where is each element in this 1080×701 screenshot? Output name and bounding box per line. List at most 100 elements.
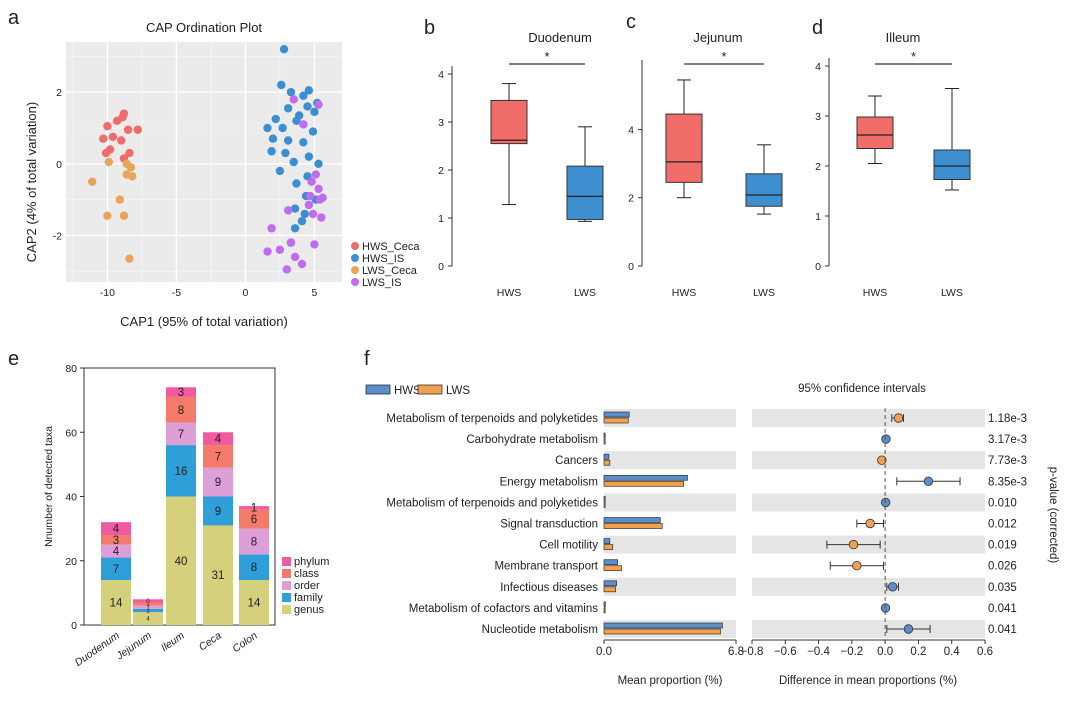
bar-segment-order bbox=[133, 605, 163, 609]
data-point-hws_is bbox=[292, 116, 301, 126]
segment-label: 9 bbox=[215, 506, 221, 518]
bar-segment-genus bbox=[239, 580, 269, 625]
data-point-hws_is bbox=[283, 104, 293, 113]
legend-label: order bbox=[294, 580, 320, 592]
segment-label: 7 bbox=[113, 564, 119, 576]
panel-label-c: c bbox=[626, 11, 636, 33]
x-category-label: Ileum bbox=[159, 629, 187, 654]
data-point-lws_ceca bbox=[128, 172, 137, 181]
bar-segment-family bbox=[166, 445, 196, 497]
x-tick-label: -10 bbox=[100, 287, 115, 299]
x-category-label: LWS bbox=[574, 287, 596, 299]
x-tick-label: −0.6 bbox=[774, 646, 797, 658]
bar-lws bbox=[603, 480, 684, 487]
data-point-lws_is bbox=[314, 184, 323, 194]
p-value: 3.17e-3 bbox=[988, 434, 1027, 446]
data-point-lws_is bbox=[306, 191, 315, 201]
y-tick-label: 1 bbox=[815, 211, 821, 223]
x-tick-label: 5 bbox=[311, 287, 317, 299]
bar-hws bbox=[603, 432, 606, 439]
panel-b: b Duodenum 0 1 2 3 4 HWS LWS * bbox=[424, 17, 604, 299]
pathway-label: Signal transduction bbox=[500, 519, 598, 531]
row-band bbox=[752, 620, 985, 638]
pvalue-axis-label: p-value (corrected) bbox=[1047, 467, 1059, 564]
p-value: 0.035 bbox=[988, 582, 1017, 594]
x-category-label: HWS bbox=[863, 287, 888, 299]
p-value: 8.35e-3 bbox=[988, 476, 1027, 488]
pathway-label: Metabolism of terpenoids and polyketides bbox=[386, 497, 598, 509]
x-category-label: Colon bbox=[230, 630, 259, 656]
data-point-lws_ceca bbox=[125, 254, 134, 263]
segment-label: 31 bbox=[212, 570, 225, 582]
data-point-hws_is bbox=[314, 159, 323, 168]
bar-lws bbox=[603, 607, 606, 614]
data-point-hws_is bbox=[299, 91, 308, 100]
segment-label: 7 bbox=[215, 451, 221, 463]
bar-lws bbox=[603, 586, 616, 593]
y-tick-label: 4 bbox=[438, 69, 444, 81]
bar-segment-class bbox=[101, 535, 131, 545]
y-tick-label: 0 bbox=[628, 261, 634, 273]
data-point-lws_ceca bbox=[103, 211, 112, 220]
segment-label: 8 bbox=[251, 562, 257, 574]
segment-label: 14 bbox=[248, 598, 261, 610]
legend-swatch bbox=[282, 605, 291, 614]
p-value: 7.73e-3 bbox=[988, 455, 1027, 467]
bar-hws bbox=[603, 538, 611, 544]
segment-label: 4 bbox=[113, 546, 120, 558]
y-tick-label: 4 bbox=[815, 61, 821, 73]
data-point-lws_is bbox=[310, 240, 319, 249]
bar-hws bbox=[603, 580, 617, 587]
data-point-lws_is bbox=[297, 259, 307, 269]
segment-label: 1 bbox=[146, 609, 150, 615]
bar-lws bbox=[603, 502, 606, 508]
pathway-label: Energy metabolism bbox=[500, 476, 598, 488]
legend-marker bbox=[351, 266, 359, 274]
data-point-lws_is bbox=[263, 247, 272, 256]
bar-lws bbox=[603, 438, 606, 445]
legend-swatch bbox=[365, 384, 391, 395]
legend-label: LWS_IS bbox=[362, 277, 402, 289]
data-point-hws_is bbox=[290, 224, 300, 233]
bar-hws bbox=[603, 411, 630, 418]
data-point-hws_is bbox=[299, 138, 308, 147]
y-tick-label: 20 bbox=[65, 556, 77, 568]
data-point-hws_is bbox=[310, 107, 319, 117]
data-point-lws_ceca bbox=[115, 195, 125, 204]
y-tick-label: 0 bbox=[438, 261, 444, 273]
mean-difference-point bbox=[877, 455, 887, 465]
x-category-label: LWS bbox=[753, 287, 775, 299]
y-tick-label: 2 bbox=[438, 165, 444, 177]
bar-segment-phylum bbox=[133, 599, 163, 603]
box-title: Duodenum bbox=[528, 30, 592, 45]
segment-label: 1 bbox=[146, 605, 150, 611]
row-band bbox=[752, 493, 985, 512]
x-tick-label: 0.4 bbox=[944, 646, 961, 658]
chart-title: CAP Ordination Plot bbox=[146, 20, 262, 35]
y-axis-label: CAP2 (4% of total variation) bbox=[24, 102, 39, 262]
data-point-hws_is bbox=[267, 147, 276, 156]
left-x-axis-label: Mean proportion (%) bbox=[618, 675, 723, 687]
y-tick-label: -2 bbox=[53, 230, 62, 242]
p-value: 0.041 bbox=[988, 603, 1017, 615]
data-point-lws_is bbox=[314, 100, 323, 109]
data-point-lws_is bbox=[317, 213, 326, 222]
bar-hws bbox=[603, 622, 723, 629]
segment-label: 14 bbox=[110, 598, 123, 610]
segment-label: 3 bbox=[178, 387, 184, 399]
bar-lws bbox=[603, 459, 611, 466]
legend-label: class bbox=[294, 568, 320, 580]
x-tick-label: 0.2 bbox=[910, 646, 926, 658]
data-point-hws_is bbox=[275, 166, 285, 176]
bar-lws bbox=[603, 565, 622, 572]
row-band bbox=[604, 409, 736, 427]
data-point-lws_is bbox=[282, 265, 291, 274]
pathway-label: Metabolism of terpenoids and polyketides bbox=[386, 413, 598, 425]
y-axis-label: Nnumber of detected taxa bbox=[43, 426, 55, 547]
bar-lws bbox=[603, 523, 663, 529]
y-tick-label: 3 bbox=[815, 111, 821, 123]
data-point-hws_is bbox=[281, 148, 290, 158]
y-tick-label: 0 bbox=[71, 620, 77, 632]
row-band bbox=[604, 451, 736, 470]
legend-label: HWS bbox=[394, 385, 421, 397]
